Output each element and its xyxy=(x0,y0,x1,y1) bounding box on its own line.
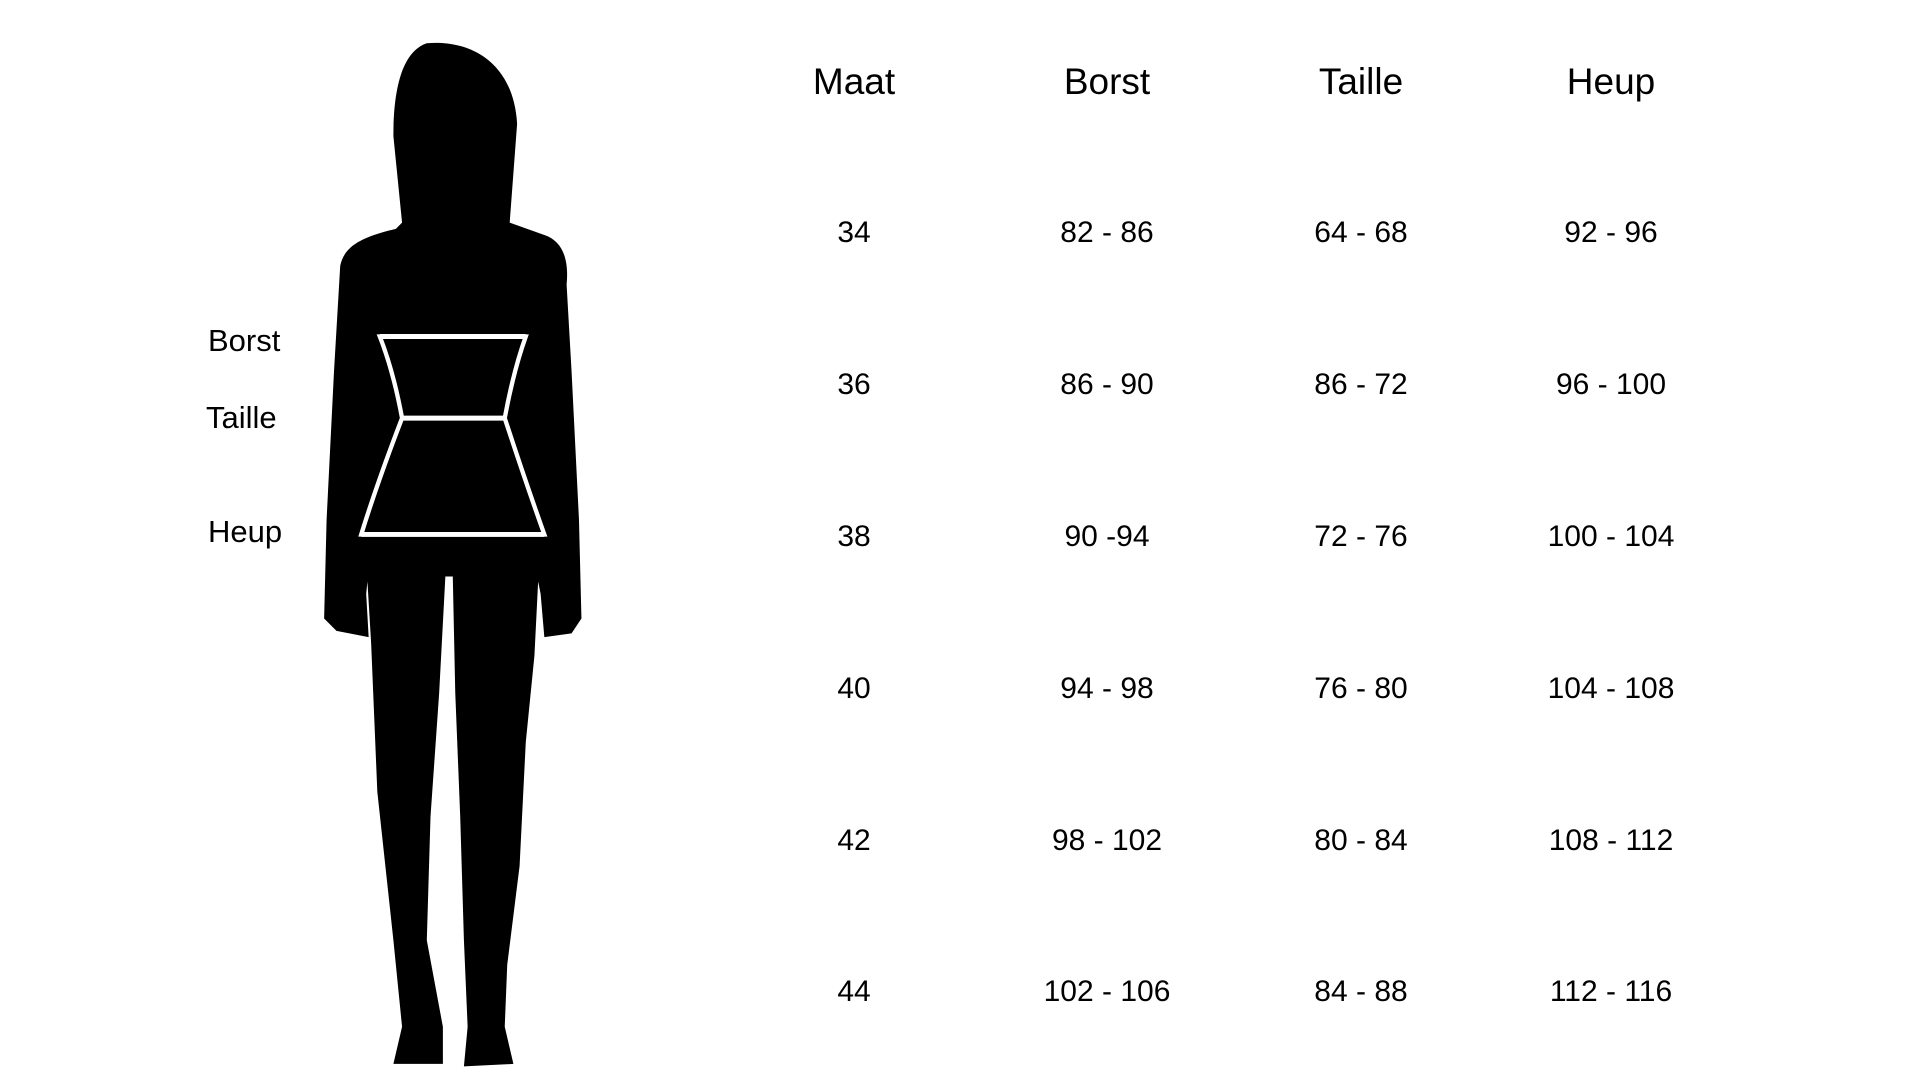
cell-borst: 98 - 102 xyxy=(1051,824,1163,857)
cell-heup: 100 - 104 xyxy=(1547,520,1675,553)
header-taille: Taille xyxy=(1318,61,1404,102)
cell-maat: 34 xyxy=(837,216,871,249)
cell-maat: 44 xyxy=(837,975,871,1008)
cell-borst: 94 - 98 xyxy=(1060,672,1154,705)
cell-borst: 90 -94 xyxy=(1064,520,1150,553)
cell-heup: 108 - 112 xyxy=(1548,824,1674,857)
cell-maat: 38 xyxy=(837,520,871,553)
header-borst: Borst xyxy=(1063,61,1151,102)
cell-heup: 96 - 100 xyxy=(1555,368,1667,401)
cell-taille: 64 - 68 xyxy=(1314,216,1408,249)
label-borst: Borst xyxy=(208,323,281,358)
cell-heup: 112 - 116 xyxy=(1549,975,1673,1008)
header-heup: Heup xyxy=(1566,61,1656,102)
cell-heup: 104 - 108 xyxy=(1547,672,1675,705)
silhouette-shape xyxy=(324,42,582,1067)
cell-maat: 42 xyxy=(837,824,871,857)
label-heup: Heup xyxy=(208,514,283,549)
label-taille: Taille xyxy=(206,400,277,435)
header-maat: Maat xyxy=(812,61,896,102)
cell-taille: 86 - 72 xyxy=(1314,368,1408,401)
cell-heup: 92 - 96 xyxy=(1564,216,1658,249)
cell-taille: 80 - 84 xyxy=(1314,824,1408,857)
cell-borst: 82 - 86 xyxy=(1060,216,1154,249)
cell-borst: 102 - 106 xyxy=(1043,975,1171,1008)
cell-taille: 84 - 88 xyxy=(1314,975,1408,1008)
cell-taille: 72 - 76 xyxy=(1314,520,1408,553)
cell-borst: 86 - 90 xyxy=(1060,368,1154,401)
cell-taille: 76 - 80 xyxy=(1314,672,1408,705)
cell-maat: 40 xyxy=(837,672,871,705)
cell-maat: 36 xyxy=(837,368,871,401)
